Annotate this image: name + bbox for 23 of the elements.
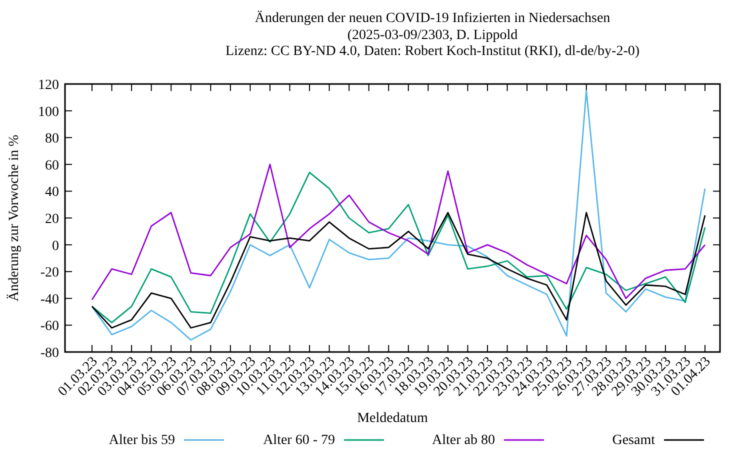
y-tick-label: 0 bbox=[52, 238, 59, 254]
y-tick-label: 120 bbox=[38, 78, 59, 93]
line-series bbox=[91, 172, 706, 324]
y-tick-label: 40 bbox=[45, 185, 59, 200]
chart-subtitle: (2025-03-09/2303, D. Lippold Lizenz: CC BY-ND 4.0, Daten: Robert Koch-Institut (RKI), dl-de/by-2-0) bbox=[225, 28, 640, 59]
y-tick-label: -60 bbox=[40, 319, 59, 334]
chart-title: Änderungen der neuen COVID-19 Infizierten in Niedersachsen bbox=[254, 10, 610, 26]
x-axis-title: Meldedatum bbox=[357, 411, 428, 426]
y-tick-label: -80 bbox=[40, 346, 59, 361]
y-tick-label: 80 bbox=[45, 132, 59, 147]
line-series bbox=[91, 90, 706, 341]
line-series bbox=[91, 212, 706, 329]
y-tick-label: -40 bbox=[40, 292, 59, 308]
y-tick-label: 60 bbox=[45, 158, 59, 174]
legend-label: Gesamt bbox=[612, 433, 656, 448]
y-tick-label: 20 bbox=[45, 212, 59, 227]
legend-label: Alter 60 - 79 bbox=[263, 433, 335, 448]
y-axis-title: Änderung zur Vorwoche in % bbox=[6, 134, 22, 302]
line-series bbox=[91, 164, 706, 300]
legend-label: Alter ab 80 bbox=[432, 433, 495, 448]
legend-label: Alter bis 59 bbox=[108, 433, 175, 448]
y-tick-label: -20 bbox=[40, 266, 59, 281]
y-tick-label: 100 bbox=[38, 104, 59, 120]
